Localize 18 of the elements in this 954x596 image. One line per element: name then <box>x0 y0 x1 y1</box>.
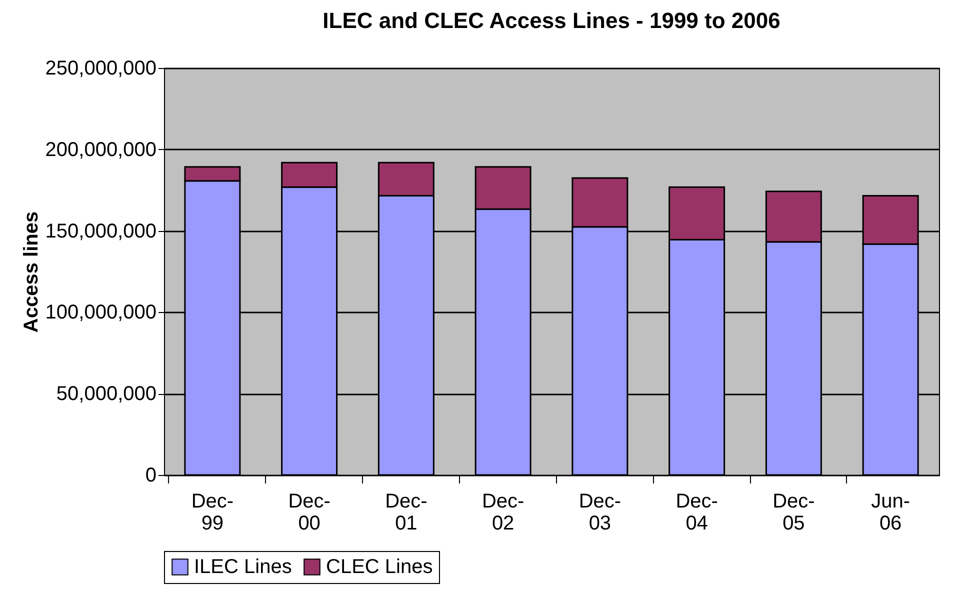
y-axis-title: Access lines <box>20 211 42 333</box>
x-tick-label: Dec-04 <box>676 490 718 534</box>
y-tick-label: 150,000,000 <box>45 220 156 242</box>
chart-title: ILEC and CLEC Access Lines - 1999 to 2006 <box>322 8 780 33</box>
x-tick-label: Dec-00 <box>288 490 330 534</box>
x-tick-label: Jun-06 <box>871 490 910 534</box>
x-tick-label: Dec-05 <box>772 490 815 534</box>
x-tick-label: Dec-99 <box>191 490 234 534</box>
x-tick-label: Dec-01 <box>385 490 428 534</box>
y-tick-label: 100,000,000 <box>45 302 156 324</box>
x-tick-label: Dec-02 <box>482 490 524 534</box>
y-tick-label: 50,000,000 <box>56 383 156 406</box>
y-tick-label: 250,000,000 <box>45 58 156 80</box>
x-tick-label: Dec-03 <box>578 490 622 534</box>
y-tick-label: 0 <box>145 464 156 486</box>
y-tick-label: 200,000,000 <box>45 138 156 161</box>
legend-label: CLEC Lines <box>326 556 433 578</box>
legend-label: ILEC Lines <box>194 556 292 578</box>
